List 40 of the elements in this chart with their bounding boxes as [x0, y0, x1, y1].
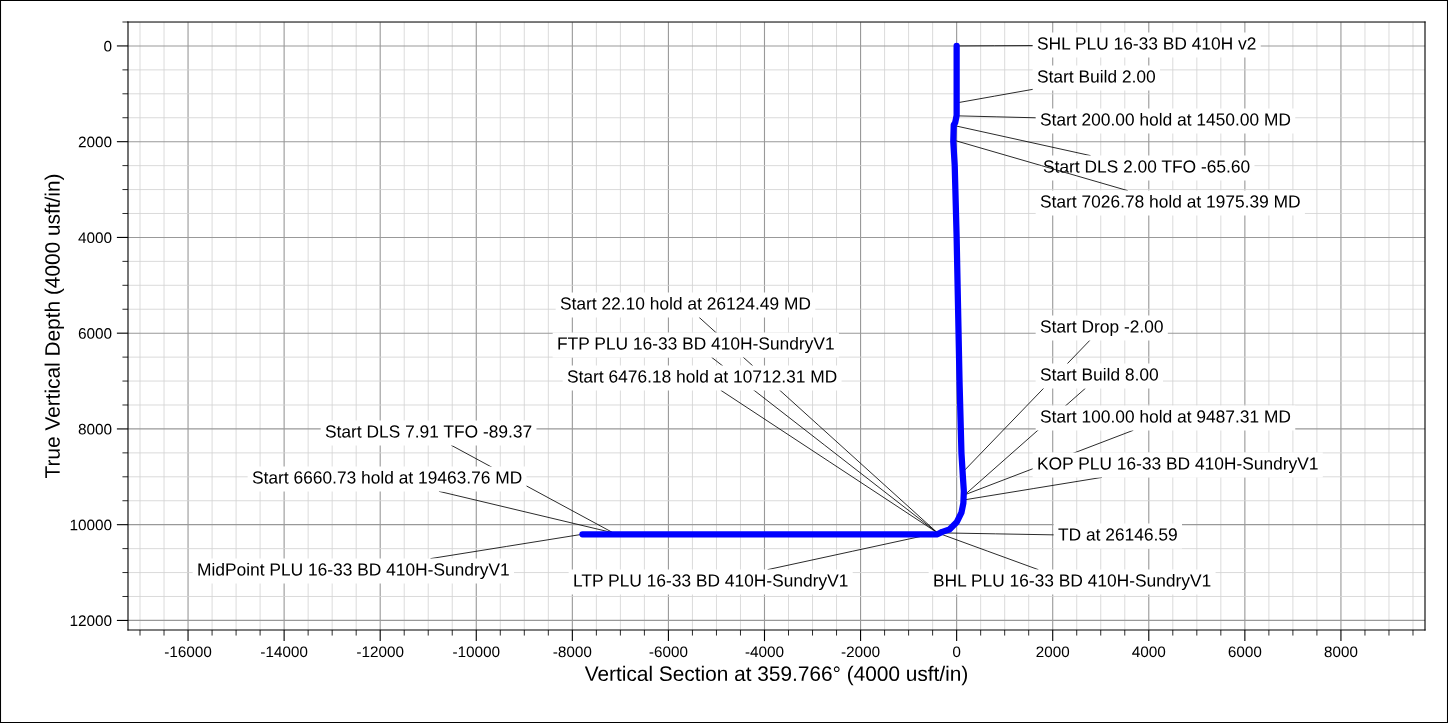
annotation: Start 200.00 hold at 1450.00 MD — [1040, 112, 1291, 126]
annotation: Start 6660.73 hold at 19463.76 MD — [252, 470, 522, 484]
y-tick-label: 0 — [104, 40, 112, 52]
annotation: Start Build 2.00 — [1037, 69, 1156, 83]
x-tick-label: 8000 — [1324, 646, 1358, 658]
x-tick-label: -12000 — [357, 646, 404, 658]
y-tick-label: 4000 — [78, 232, 112, 244]
y-tick-label: 6000 — [78, 328, 112, 339]
x-tick-label: -6000 — [649, 646, 688, 658]
annotation: Start 6476.18 hold at 10712.31 MD — [567, 369, 837, 383]
annotation: SHL PLU 16-33 BD 410H v2 — [1037, 37, 1256, 50]
annotation: BHL PLU 16-33 BD 410H-SundryV1 — [934, 573, 1211, 591]
y-tick-label: 2000 — [78, 136, 112, 148]
x-tick-label: -2000 — [841, 646, 880, 658]
y-tick-label: 12000 — [70, 615, 112, 627]
annotation: Start 7026.78 hold at 1975.39 MD — [1040, 194, 1300, 208]
x-axis-title: Vertical Section at 359.766° (4000 usft/in) — [584, 665, 967, 686]
annotation: Start Build 8.00 — [1040, 367, 1159, 381]
x-tick-label: -16000 — [164, 646, 212, 658]
x-tick-label: 2000 — [1036, 646, 1070, 658]
x-tick-label: 6000 — [1228, 646, 1262, 658]
y-tick-label: 10000 — [70, 519, 112, 531]
annotation: TD at 26146.59 — [1058, 528, 1177, 541]
annotation: MidPoint PLU 16-33 BD 410H-SundryV1 — [198, 562, 509, 580]
annotation: Start DLS 2.00 TFO -65.60 — [1043, 160, 1250, 173]
x-tick-label: 0 — [952, 646, 961, 658]
annotation: FTP PLU 16-33 BD 410H-SundryV1 — [558, 336, 834, 354]
annotation: Start 22.10 hold at 26124.49 MD — [560, 296, 811, 310]
x-tick-label: -4000 — [745, 646, 784, 658]
annotation: Start DLS 7.91 TFO -89.37 — [325, 425, 532, 438]
x-tick-label: -10000 — [453, 646, 500, 658]
x-tick-label: -8000 — [553, 646, 592, 658]
annotation: Start 100.00 hold at 9487.31 MD — [1040, 409, 1291, 423]
x-tick-label: -14000 — [261, 646, 308, 658]
annotation: KOP PLU 16-33 BD 410H-SundryV1 — [1038, 456, 1318, 474]
y-axis-title: True Vertical Depth (4000 usft/in) — [44, 174, 64, 478]
y-tick-label: 8000 — [78, 423, 112, 435]
annotation: Start Drop -2.00 — [1040, 320, 1163, 337]
annotation: LTP PLU 16-33 BD 410H-SundryV1 — [574, 573, 848, 591]
x-tick-label: 4000 — [1132, 646, 1166, 658]
